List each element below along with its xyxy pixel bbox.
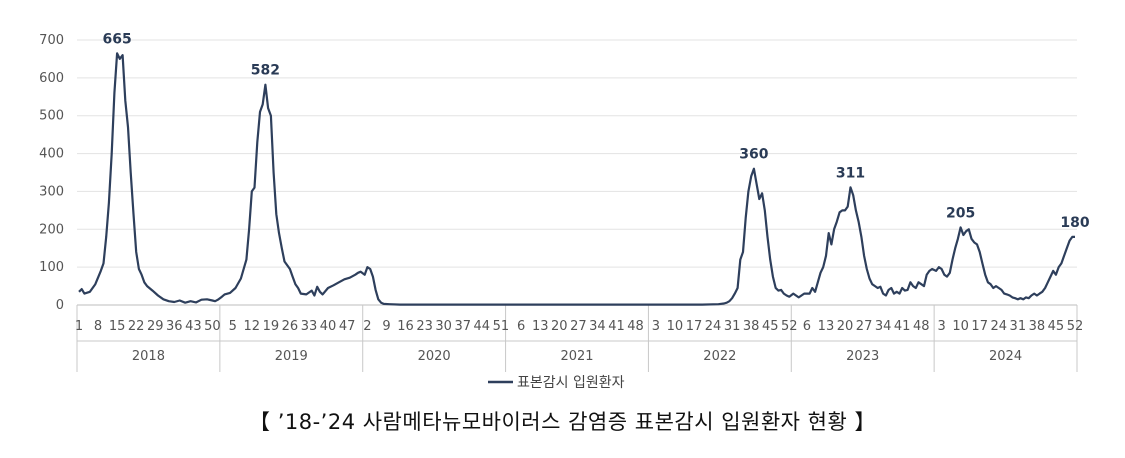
x-week-tick-label: 13 — [818, 319, 835, 334]
x-week-tick-label: 1 — [75, 319, 83, 334]
y-tick-label: 0 — [56, 298, 64, 313]
x-week-tick-label: 44 — [474, 319, 491, 334]
x-week-tick-label: 16 — [397, 319, 414, 334]
peak-label-360: 360 — [739, 147, 768, 163]
x-week-tick-label: 38 — [1029, 319, 1046, 334]
x-year-label-2022: 2022 — [703, 349, 736, 364]
x-week-tick-label: 9 — [382, 319, 390, 334]
x-week-tick-label: 13 — [532, 319, 549, 334]
x-week-tick-label: 51 — [493, 319, 510, 334]
x-week-tick-label: 6 — [803, 319, 811, 334]
y-tick-label: 500 — [39, 109, 64, 124]
y-axis: 0 100 200 300 400 500 600 700 — [39, 33, 64, 313]
x-week-tick-label: 34 — [589, 319, 606, 334]
x-week-tick-label: 3 — [652, 319, 660, 334]
y-tick-label: 200 — [39, 222, 64, 237]
x-week-tick-label: 10 — [952, 319, 969, 334]
x-week-tick-label: 17 — [971, 319, 988, 334]
x-year-label-2023: 2023 — [846, 349, 879, 364]
x-year-label-2019: 2019 — [275, 349, 308, 364]
x-week-tick-label: 24 — [705, 319, 722, 334]
y-tick-label: 600 — [39, 71, 64, 86]
y-tick-label: 100 — [39, 260, 64, 275]
x-week-tick-label: 48 — [913, 319, 930, 334]
x-week-tick-label: 15 — [109, 319, 126, 334]
x-week-tick-label: 17 — [686, 319, 703, 334]
peak-label-665: 665 — [103, 31, 132, 47]
grid-lines — [77, 39, 1077, 306]
x-week-tick-label: 30 — [435, 319, 452, 334]
x-week-tick-label: 45 — [1048, 319, 1065, 334]
peak-label-311: 311 — [836, 165, 865, 181]
x-week-tick-label: 52 — [1067, 319, 1084, 334]
x-week-tick-label: 34 — [875, 319, 892, 334]
x-year-label-2021: 2021 — [560, 349, 593, 364]
y-tick-label: 700 — [39, 33, 64, 48]
x-week-tick-label: 41 — [894, 319, 911, 334]
peak-annotations: 665 582 360 311 205 180 — [103, 31, 1090, 231]
x-week-tick-label: 23 — [416, 319, 433, 334]
x-week-tick-label: 22 — [128, 319, 145, 334]
x-week-tick-label: 19 — [263, 319, 280, 334]
x-week-tick-label: 43 — [185, 319, 202, 334]
x-year-label-2024: 2024 — [989, 349, 1022, 364]
x-week-tick-label: 24 — [990, 319, 1007, 334]
x-week-tick-label: 37 — [454, 319, 471, 334]
x-week-tick-label: 20 — [551, 319, 568, 334]
series-layer — [78, 52, 1075, 306]
x-week-tick-label: 48 — [627, 319, 644, 334]
peak-label-180: 180 — [1060, 215, 1089, 231]
x-week-tick-label: 5 — [229, 319, 237, 334]
x-week-tick-label: 29 — [147, 319, 164, 334]
x-week-tick-label: 26 — [282, 319, 299, 334]
x-week-tick-label: 33 — [301, 319, 318, 334]
legend-label: 표본감시 입원환자 — [517, 375, 625, 391]
x-week-tick-label: 31 — [724, 319, 741, 334]
x-week-tick-label: 38 — [743, 319, 760, 334]
x-week-tick-label: 41 — [608, 319, 625, 334]
x-year-label-2018: 2018 — [132, 349, 165, 364]
figure-caption: 【 ’18-’24 사람메타뉴모바이러스 감염증 표본감시 입원환자 현황 】 — [249, 410, 876, 434]
x-week-tick-label: 27 — [570, 319, 587, 334]
x-week-tick-label: 27 — [856, 319, 873, 334]
x-week-tick-label: 12 — [244, 319, 261, 334]
x-week-tick-label: 31 — [1010, 319, 1027, 334]
x-week-tick-label: 52 — [781, 319, 798, 334]
x-year-label-2020: 2020 — [418, 349, 451, 364]
y-tick-label: 400 — [39, 147, 64, 162]
y-tick-label: 300 — [39, 184, 64, 199]
x-week-tick-label: 47 — [339, 319, 356, 334]
x-week-tick-label: 6 — [517, 319, 525, 334]
x-week-tick-label: 20 — [837, 319, 854, 334]
x-week-tick-label: 8 — [94, 319, 102, 334]
series-line-0 — [78, 52, 1075, 306]
x-week-tick-label: 50 — [204, 319, 221, 334]
peak-label-205: 205 — [946, 205, 975, 221]
x-week-tick-label: 2 — [363, 319, 371, 334]
x-week-tick-label: 36 — [166, 319, 183, 334]
x-week-tick-label: 40 — [320, 319, 337, 334]
x-week-tick-label: 10 — [667, 319, 684, 334]
peak-label-582: 582 — [251, 63, 280, 79]
x-week-tick-label: 45 — [762, 319, 779, 334]
x-week-tick-label: 3 — [937, 319, 945, 334]
legend: 표본감시 입원환자 — [488, 375, 625, 391]
